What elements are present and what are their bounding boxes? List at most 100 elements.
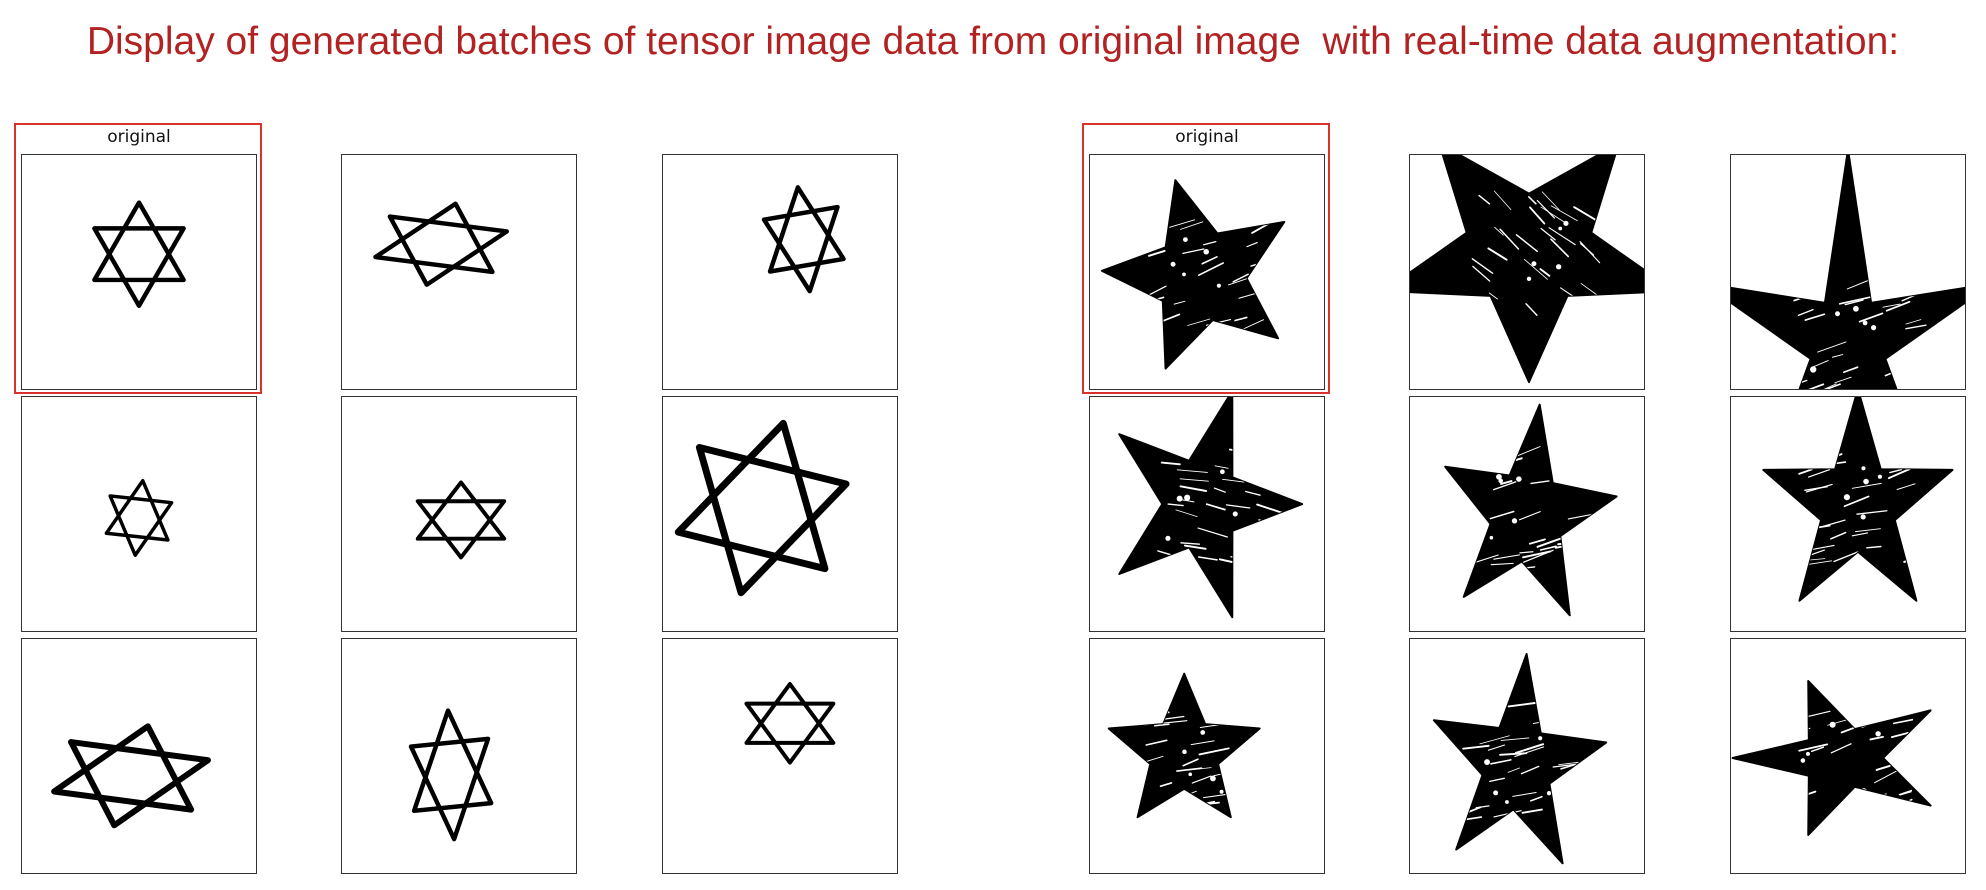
scribble-dot <box>1484 759 1491 766</box>
scribble-stroke <box>1820 519 1846 528</box>
scribble-stroke <box>1513 565 1526 570</box>
scribble-dot <box>1810 366 1817 373</box>
scribble-stroke <box>1232 273 1249 283</box>
filled-star-drawing <box>1410 155 1644 384</box>
scribble-stroke <box>1240 319 1265 331</box>
scribble-dot <box>1516 476 1522 482</box>
augmented-image-panel <box>1730 154 1966 390</box>
scribble-stroke <box>1905 324 1927 330</box>
scribble-stroke <box>1228 448 1256 455</box>
star-aug-6-image <box>1107 672 1261 819</box>
scribble-stroke <box>1471 258 1494 274</box>
scribble-stroke <box>1810 746 1825 753</box>
hexagram-drawing <box>92 200 186 308</box>
scribble-dot <box>1165 535 1171 541</box>
scribble-stroke <box>1552 722 1565 727</box>
scribble-stroke <box>1208 709 1238 715</box>
scribble-stroke <box>1236 770 1255 775</box>
scribble-dot <box>1526 276 1532 282</box>
scribble-stroke <box>1507 701 1538 708</box>
augmented-image-panel <box>341 154 577 390</box>
scribble-stroke <box>1558 761 1579 766</box>
scribble-dot <box>1558 226 1563 231</box>
scribble-stroke <box>1470 707 1497 712</box>
scribble-stroke <box>1830 695 1852 704</box>
scribble-stroke <box>1515 234 1538 253</box>
scribble-dot <box>1184 494 1191 501</box>
scribble-stroke <box>1556 730 1587 736</box>
scribble-stroke <box>1514 743 1545 754</box>
original-highlight-box <box>14 123 262 394</box>
scribble-stroke <box>1179 478 1209 482</box>
hexagram-triangle-up <box>373 201 495 275</box>
scribble-stroke <box>1859 793 1879 801</box>
scribble-stroke <box>1898 789 1913 796</box>
scribble-stroke <box>1493 554 1521 560</box>
star-aug-4-image <box>1444 403 1618 617</box>
scribble-stroke <box>1905 319 1922 325</box>
hexagram-aug-2-image <box>761 185 846 294</box>
scribble-stroke <box>1882 303 1901 308</box>
scribble-dot <box>1232 511 1238 517</box>
original-label: original <box>107 127 171 147</box>
augmented-image-panel <box>21 396 257 632</box>
scribble-stroke <box>1581 456 1602 461</box>
scribble-stroke <box>1228 700 1253 706</box>
hexagram-triangle-down <box>68 739 211 829</box>
augmented-image-panel <box>1730 396 1966 632</box>
augmented-image-panel <box>1409 638 1645 874</box>
original-image-panel <box>21 154 257 390</box>
scribble-stroke <box>1175 509 1198 517</box>
scribble-dot <box>1800 758 1806 763</box>
scribble-stroke <box>1889 469 1911 479</box>
scribble-stroke <box>1234 695 1260 704</box>
scribble-stroke <box>1830 531 1847 540</box>
scribble-stroke <box>1205 503 1226 511</box>
scribble-stroke <box>1197 527 1228 538</box>
scribble-stroke <box>1890 732 1909 739</box>
scribble-stroke <box>1896 483 1916 490</box>
scribble-stroke <box>1246 241 1258 248</box>
hexagram-aug-6-image <box>51 723 211 829</box>
hexagram-drawing <box>761 185 846 294</box>
filled-star-drawing <box>1118 397 1304 619</box>
scribble-stroke <box>1905 384 1928 389</box>
augmented-image-panel <box>341 638 577 874</box>
scribble-stroke <box>1148 285 1167 296</box>
scribble-dot <box>1182 272 1186 277</box>
scribble-stroke <box>1804 313 1826 321</box>
scribble-dot <box>1493 790 1499 796</box>
scribble-stroke <box>1202 794 1226 799</box>
scribble-stroke <box>1520 765 1540 775</box>
star-shape <box>1731 680 1932 836</box>
scribble-dot <box>1853 305 1859 312</box>
scribble-dot <box>1182 749 1187 755</box>
scribble-stroke <box>1489 510 1515 520</box>
scribble-stroke <box>1180 499 1195 503</box>
scribble-stroke <box>1581 534 1610 539</box>
scribble-stroke <box>1843 495 1870 508</box>
scribble-stroke <box>1541 191 1560 211</box>
scribble-dot <box>1188 772 1193 777</box>
hexagram-triangle-up <box>51 723 195 813</box>
scribble-stroke <box>1584 556 1597 561</box>
scribble-stroke <box>1245 490 1261 496</box>
scribble-stroke <box>1188 767 1212 771</box>
scribble-stroke <box>1573 206 1599 223</box>
scribble-stroke <box>1529 795 1543 802</box>
scribble-stroke <box>1830 743 1852 754</box>
scribble-stroke <box>1889 468 1903 474</box>
scribble-dot <box>1862 320 1868 326</box>
star-original-image <box>1101 179 1286 370</box>
scribble-stroke <box>1512 791 1537 797</box>
scribble-stroke <box>1548 227 1576 246</box>
star-shape <box>1731 155 1965 389</box>
scribble-stroke <box>1489 777 1505 783</box>
scribble-texture <box>1471 190 1601 316</box>
scribble-dot <box>1498 478 1504 484</box>
hexagram-triangle-up <box>767 185 846 274</box>
hexagram-drawing <box>674 419 850 597</box>
scribble-dot <box>1563 220 1569 226</box>
hexagram-drawing <box>373 201 510 287</box>
original-highlight-box <box>1082 123 1330 394</box>
